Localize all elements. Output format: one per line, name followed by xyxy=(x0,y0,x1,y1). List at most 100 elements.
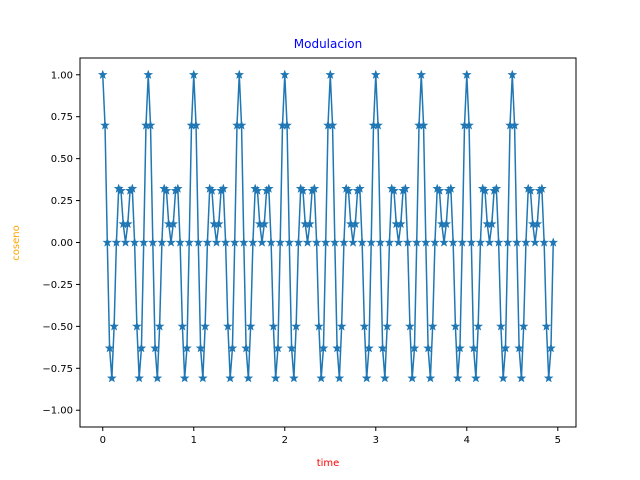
data-point-marker xyxy=(116,185,126,195)
data-point-marker xyxy=(191,120,201,130)
data-point-marker xyxy=(188,69,199,79)
data-point-marker xyxy=(275,237,286,247)
data-point-marker xyxy=(448,237,458,247)
data-point-marker xyxy=(498,373,509,383)
data-point-marker xyxy=(236,120,247,130)
data-point-marker xyxy=(461,69,472,79)
data-point-marker xyxy=(229,237,240,247)
data-point-marker xyxy=(104,343,115,353)
data-point-marker xyxy=(518,321,529,331)
data-point-marker xyxy=(177,321,188,331)
y-tick-label: −1.00 xyxy=(42,406,73,417)
data-point-marker xyxy=(291,321,301,331)
data-point-marker xyxy=(427,321,438,331)
data-point-marker xyxy=(314,321,324,331)
data-point-marker xyxy=(336,321,347,331)
data-point-marker xyxy=(143,69,154,79)
data-point-marker xyxy=(234,69,245,79)
data-point-marker xyxy=(480,185,490,195)
data-point-marker xyxy=(293,237,304,247)
data-point-marker xyxy=(439,237,449,247)
data-point-marker xyxy=(304,218,315,229)
data-point-marker xyxy=(375,237,386,247)
data-point-marker xyxy=(184,237,195,247)
data-point-marker xyxy=(193,237,204,247)
x-tick-label: 2 xyxy=(282,435,288,446)
data-point-marker xyxy=(175,237,185,247)
data-point-marker xyxy=(279,69,290,79)
data-point-marker xyxy=(343,185,354,195)
data-point-marker xyxy=(136,343,147,353)
data-point-marker xyxy=(418,120,429,130)
data-point-marker xyxy=(111,237,122,247)
x-axis-label: time xyxy=(317,458,340,469)
data-point-marker xyxy=(402,237,413,247)
data-point-marker xyxy=(446,183,456,193)
data-point-marker xyxy=(200,321,210,331)
data-point-marker xyxy=(132,321,142,331)
data-point-marker xyxy=(289,373,299,383)
data-point-marker xyxy=(411,237,422,247)
data-point-marker xyxy=(502,237,513,247)
data-point-marker xyxy=(198,373,208,383)
data-point-marker xyxy=(366,237,377,247)
data-point-marker xyxy=(548,237,559,247)
data-point-marker xyxy=(355,183,365,193)
data-point-marker xyxy=(320,237,331,247)
data-point-marker xyxy=(179,373,190,383)
data-point-marker xyxy=(473,321,483,331)
data-point-marker xyxy=(350,218,361,229)
data-point-marker xyxy=(393,237,404,247)
data-point-marker xyxy=(532,218,543,229)
plot-area: 0 1 2 3 4 5 −1.00 −0.75 −0.50 −0.25 0.00 0.25 0.50 0.… xyxy=(42,57,577,446)
data-point-marker xyxy=(97,69,108,79)
data-point-marker xyxy=(213,218,224,229)
data-point-marker xyxy=(409,343,420,353)
data-point-marker xyxy=(107,373,117,383)
data-point-marker xyxy=(122,218,133,229)
data-point-marker xyxy=(207,185,217,195)
data-point-marker xyxy=(243,373,254,383)
data-point-marker xyxy=(382,321,392,331)
data-point-marker xyxy=(546,343,556,353)
data-point-marker xyxy=(455,343,465,353)
data-point-marker xyxy=(211,237,222,247)
data-point-marker xyxy=(100,120,110,130)
data-point-marker xyxy=(102,237,113,247)
data-point-marker xyxy=(521,237,531,247)
data-point-marker xyxy=(195,343,206,353)
data-point-marker xyxy=(264,183,274,193)
data-point-marker xyxy=(157,237,167,247)
x-tick-label: 4 xyxy=(464,435,470,446)
data-point-marker xyxy=(452,373,463,383)
data-point-marker xyxy=(400,183,411,193)
data-point-marker xyxy=(380,373,390,383)
data-point-marker xyxy=(441,218,452,229)
data-point-marker xyxy=(525,185,536,195)
data-point-marker xyxy=(507,69,518,79)
data-point-marker xyxy=(168,218,179,229)
data-point-marker xyxy=(541,321,552,331)
data-point-marker xyxy=(395,218,406,229)
data-point-marker xyxy=(361,373,372,383)
data-point-marker xyxy=(152,373,163,383)
data-point-marker xyxy=(384,237,395,247)
chart-title: Modulacion xyxy=(294,37,362,51)
data-point-marker xyxy=(496,321,506,331)
data-point-marker xyxy=(377,343,388,353)
y-tick-label: 1.00 xyxy=(51,70,73,81)
data-point-marker xyxy=(405,321,415,331)
data-point-marker xyxy=(257,237,267,247)
data-point-marker xyxy=(339,237,349,247)
data-point-marker xyxy=(273,343,283,353)
data-point-marker xyxy=(332,343,342,353)
data-point-marker xyxy=(145,120,156,130)
data-point-marker xyxy=(316,373,326,383)
y-tick-label: 0.75 xyxy=(51,112,73,123)
data-point-marker xyxy=(202,237,213,247)
data-point-marker xyxy=(457,237,468,247)
data-point-marker xyxy=(434,185,445,195)
data-point-marker xyxy=(182,343,192,353)
data-point-marker xyxy=(223,321,233,331)
